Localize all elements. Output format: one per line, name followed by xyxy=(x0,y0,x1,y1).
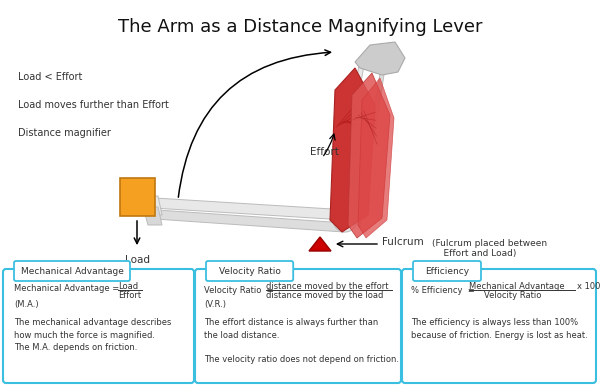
Text: Fulcrum: Fulcrum xyxy=(382,237,424,247)
FancyBboxPatch shape xyxy=(195,269,401,383)
Text: Velocity Ratio: Velocity Ratio xyxy=(218,267,281,276)
FancyBboxPatch shape xyxy=(402,269,596,383)
Polygon shape xyxy=(143,196,162,215)
Text: Mechanical Advantage: Mechanical Advantage xyxy=(469,282,565,291)
Bar xyxy=(16,271,128,279)
Text: Load moves further than Effort: Load moves further than Effort xyxy=(18,100,169,110)
Polygon shape xyxy=(348,73,390,238)
Text: % Efficiency  =: % Efficiency = xyxy=(411,286,478,295)
FancyBboxPatch shape xyxy=(120,178,155,216)
Text: Load < Effort: Load < Effort xyxy=(18,72,82,82)
Text: (Fulcrum placed between
    Effort and Load): (Fulcrum placed between Effort and Load) xyxy=(432,239,547,258)
FancyBboxPatch shape xyxy=(14,261,130,281)
Text: The effort distance is always further than
the load distance.

The velocity rati: The effort distance is always further th… xyxy=(204,318,399,365)
Text: distance moved by the load: distance moved by the load xyxy=(266,291,383,300)
Polygon shape xyxy=(330,60,365,225)
Text: (M.A.): (M.A.) xyxy=(14,300,38,309)
Text: x 100%: x 100% xyxy=(577,282,600,291)
FancyBboxPatch shape xyxy=(3,269,194,383)
Polygon shape xyxy=(330,68,375,232)
Polygon shape xyxy=(153,198,348,220)
Text: The mechanical advantage describes
how much the force is magnified.
The M.A. dep: The mechanical advantage describes how m… xyxy=(14,318,172,352)
FancyBboxPatch shape xyxy=(206,261,293,281)
Circle shape xyxy=(333,208,357,232)
Polygon shape xyxy=(358,78,394,238)
Polygon shape xyxy=(309,237,331,251)
Text: Efficiency: Efficiency xyxy=(425,267,469,276)
Text: Load: Load xyxy=(118,282,138,291)
Text: Load: Load xyxy=(125,255,149,265)
Polygon shape xyxy=(143,207,162,225)
Polygon shape xyxy=(155,210,346,232)
Text: Distance magnifier: Distance magnifier xyxy=(18,128,111,138)
Polygon shape xyxy=(355,62,386,228)
FancyBboxPatch shape xyxy=(413,261,481,281)
Text: The Arm as a Distance Magnifying Lever: The Arm as a Distance Magnifying Lever xyxy=(118,18,482,36)
Text: distance moved by the effort: distance moved by the effort xyxy=(266,282,389,291)
Text: Mechanical Advantage =: Mechanical Advantage = xyxy=(14,284,122,293)
Text: Effort: Effort xyxy=(118,291,141,300)
Polygon shape xyxy=(355,42,405,75)
Bar xyxy=(415,271,479,279)
Text: (V.R.): (V.R.) xyxy=(204,300,226,309)
Text: Velocity Ratio: Velocity Ratio xyxy=(484,291,541,300)
Text: The efficiency is always less than 100%
because of friction. Energy is lost as h: The efficiency is always less than 100% … xyxy=(411,318,588,339)
Bar xyxy=(208,271,291,279)
Text: Mechanical Advantage: Mechanical Advantage xyxy=(20,267,124,276)
Text: Effort: Effort xyxy=(310,147,339,157)
Text: Velocity Ratio  =: Velocity Ratio = xyxy=(204,286,276,295)
